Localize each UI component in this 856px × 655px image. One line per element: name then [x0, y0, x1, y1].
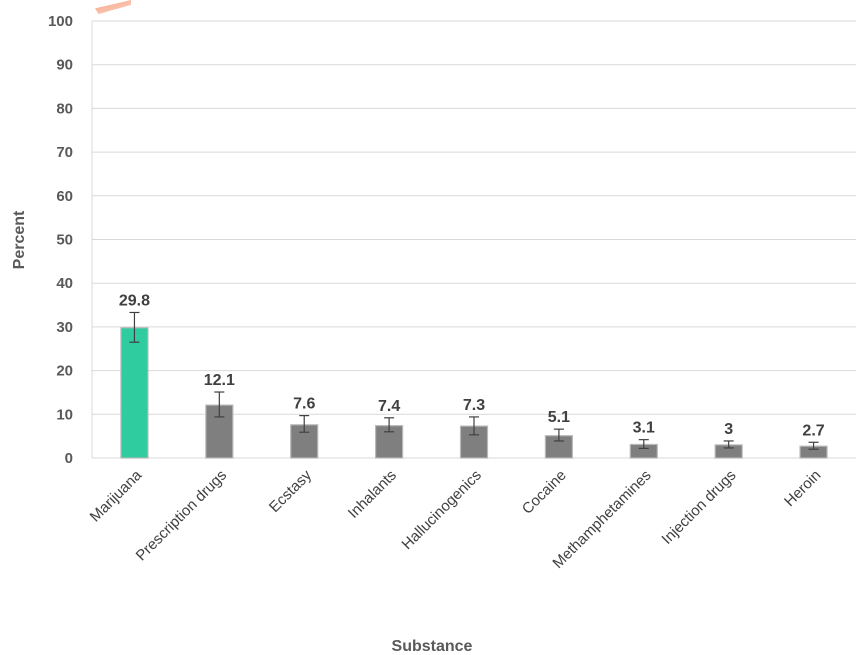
y-tick-label: 50: [56, 232, 73, 249]
y-axis-title: Percent: [11, 210, 28, 269]
error-bar: [808, 441, 819, 450]
error-bar: [384, 417, 395, 433]
x-axis-title: Substance: [392, 638, 473, 655]
data-label: 3.1: [633, 420, 655, 437]
data-label: 2.7: [802, 422, 824, 439]
gridlines: [91, 20, 856, 459]
x-tick-label: Hallucinogenics: [399, 467, 485, 553]
x-tick-label: Heroin: [781, 467, 824, 510]
error-bar: [638, 439, 649, 449]
y-tick-label: 0: [65, 450, 73, 467]
y-tick-label: 30: [56, 319, 73, 336]
data-label: 3: [724, 421, 733, 438]
y-tick-label: 60: [56, 188, 73, 205]
data-label: 29.8: [119, 292, 150, 309]
bar-marijuana: [120, 327, 149, 459]
data-label: 12.1: [204, 372, 235, 389]
y-tick-label: 90: [56, 57, 73, 74]
x-tick-label: Cocaine: [519, 467, 570, 518]
error-bar: [214, 391, 225, 418]
x-tick-label: Marijuana: [87, 466, 146, 525]
y-tick-label: 10: [56, 406, 73, 423]
error-bar: [129, 311, 140, 343]
y-tick-label: 40: [56, 275, 73, 292]
y-tick-label: 80: [56, 100, 73, 117]
error-bar: [553, 428, 564, 442]
bars: [120, 327, 828, 459]
data-label: 7.6: [293, 396, 315, 413]
y-tick-label: 70: [56, 144, 73, 161]
data-label: 7.4: [378, 398, 400, 415]
error-bar: [469, 416, 479, 436]
y-tick-label: 100: [48, 13, 73, 30]
x-tick-label: Injection drugs: [658, 467, 739, 548]
data-label: 5.1: [548, 409, 570, 426]
error-bars: [129, 311, 819, 450]
data-label: 7.3: [463, 397, 485, 414]
data-labels: 29.8 12.1 7.6 7.4 7.3 5.1 3.1 3 2.7: [119, 292, 825, 439]
y-tick-labels: 0 10 20 30 40 50 60 70 80 90 100: [48, 13, 73, 467]
x-tick-label: Prescription drugs: [133, 467, 231, 565]
error-bar: [299, 415, 310, 433]
error-bar: [723, 440, 734, 449]
x-tick-label: Inhalants: [345, 467, 400, 522]
y-tick-label: 20: [56, 363, 73, 380]
x-tick-label: Ecstasy: [266, 466, 316, 516]
